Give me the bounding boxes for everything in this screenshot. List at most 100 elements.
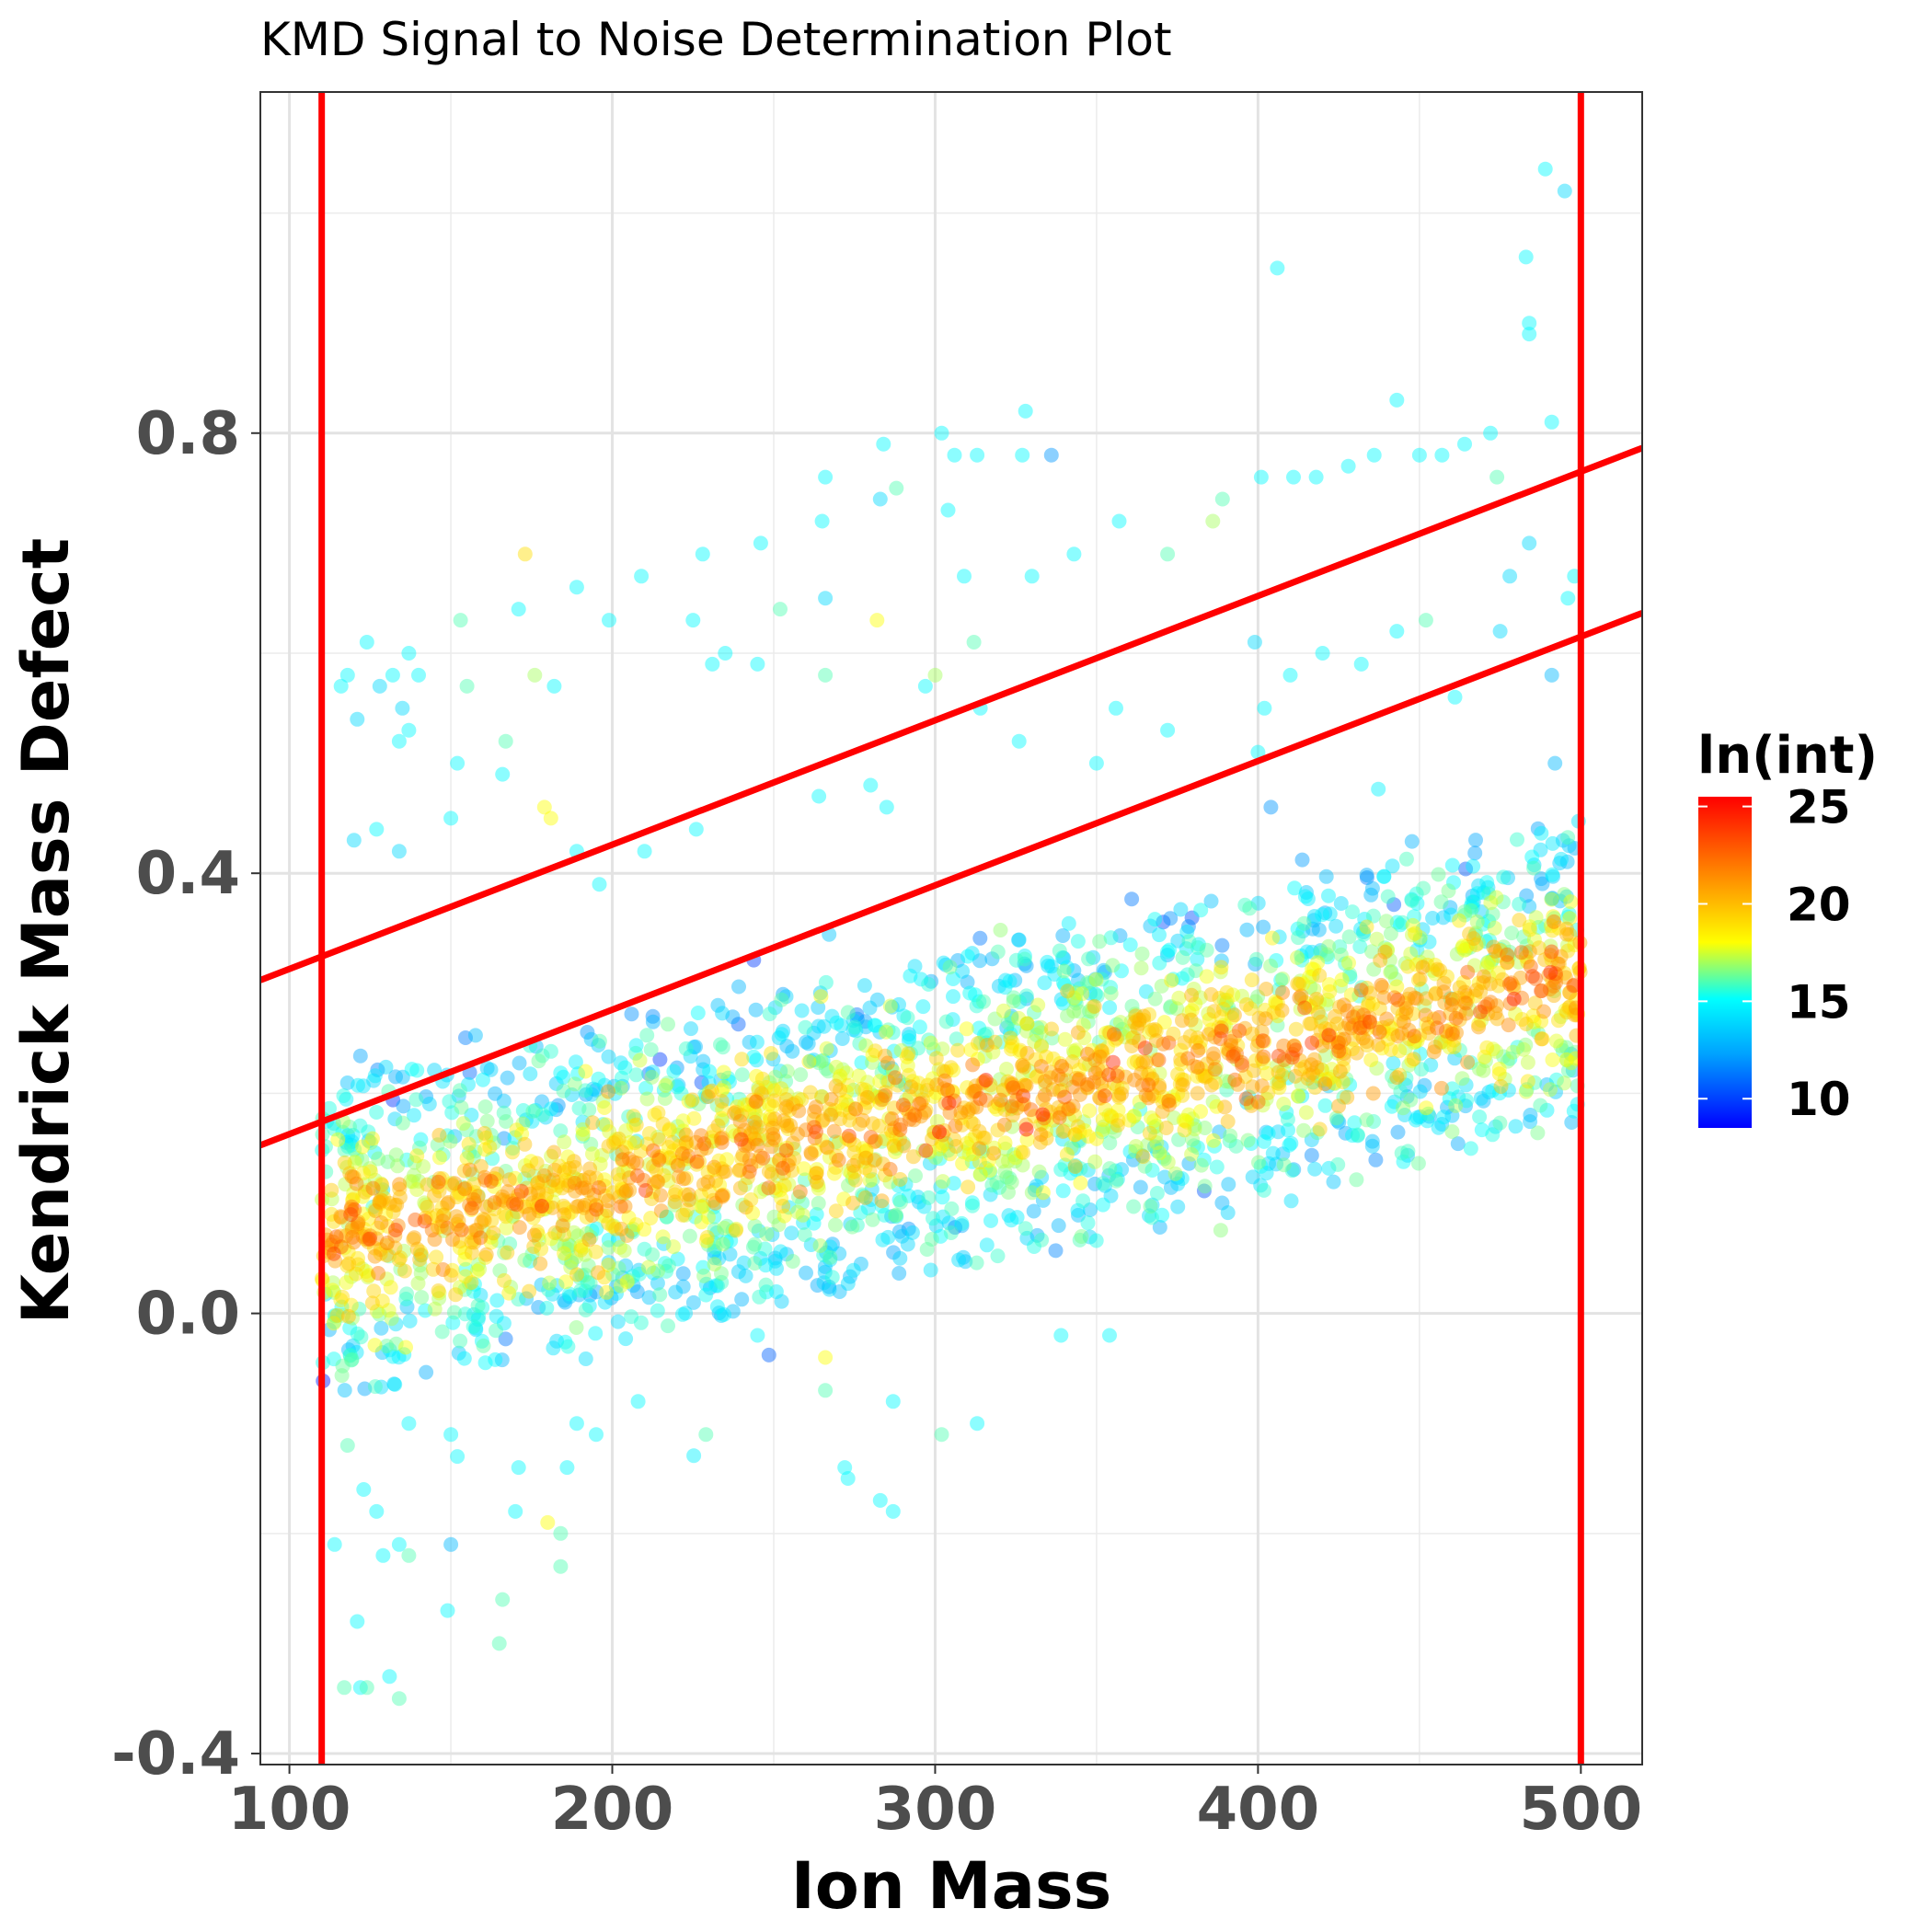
data-point bbox=[1496, 1049, 1512, 1064]
data-point bbox=[470, 1312, 486, 1328]
data-point bbox=[629, 1156, 645, 1171]
data-point bbox=[922, 1156, 937, 1171]
data-point bbox=[1149, 1052, 1165, 1067]
data-point bbox=[1219, 993, 1235, 1008]
data-point bbox=[1440, 969, 1455, 984]
data-point bbox=[948, 1118, 963, 1133]
data-point bbox=[1428, 985, 1443, 1001]
data-point bbox=[650, 1174, 665, 1190]
data-point bbox=[582, 1195, 598, 1211]
data-point bbox=[1446, 875, 1461, 891]
data-point bbox=[508, 1503, 523, 1519]
data-point bbox=[578, 1083, 593, 1098]
data-point bbox=[1379, 914, 1394, 929]
data-point bbox=[909, 1082, 925, 1098]
data-point bbox=[1143, 1042, 1158, 1058]
data-point bbox=[343, 1269, 359, 1284]
data-point bbox=[900, 1058, 915, 1074]
data-point bbox=[969, 998, 984, 1014]
data-point bbox=[1421, 1026, 1437, 1041]
data-point bbox=[1160, 944, 1176, 960]
data-point bbox=[401, 1416, 417, 1432]
data-point bbox=[1068, 1162, 1084, 1178]
x-tick-label: 500 bbox=[1520, 1776, 1643, 1844]
data-point bbox=[989, 1175, 1005, 1190]
data-point bbox=[1224, 1038, 1239, 1053]
data-point bbox=[1242, 901, 1258, 916]
data-point bbox=[1146, 1120, 1162, 1135]
data-point bbox=[1015, 447, 1030, 463]
data-point bbox=[1018, 1117, 1034, 1133]
data-point bbox=[1558, 1040, 1574, 1055]
data-point bbox=[1547, 983, 1562, 999]
data-point bbox=[517, 1158, 533, 1173]
data-point bbox=[1340, 1089, 1355, 1105]
data-point bbox=[857, 978, 872, 994]
data-point bbox=[1500, 947, 1515, 962]
data-point bbox=[1383, 926, 1398, 941]
data-point bbox=[449, 1209, 464, 1225]
data-point bbox=[1480, 955, 1495, 970]
data-point bbox=[589, 1198, 604, 1213]
data-point bbox=[335, 1358, 351, 1374]
data-point bbox=[874, 1199, 890, 1213]
data-point bbox=[374, 1379, 389, 1395]
data-point bbox=[1293, 1052, 1308, 1068]
data-point bbox=[1016, 1088, 1031, 1104]
data-point bbox=[370, 1062, 385, 1077]
data-point bbox=[486, 1225, 501, 1241]
data-point bbox=[1369, 931, 1385, 947]
data-point bbox=[1190, 1068, 1205, 1084]
data-point bbox=[1476, 916, 1491, 932]
data-point bbox=[931, 1062, 947, 1077]
data-point bbox=[1397, 1077, 1413, 1093]
data-point bbox=[597, 1100, 612, 1115]
data-point bbox=[1122, 1144, 1138, 1159]
data-point bbox=[1474, 1122, 1489, 1138]
data-point bbox=[374, 1294, 390, 1309]
data-point bbox=[1087, 998, 1102, 1014]
data-point bbox=[1460, 1054, 1476, 1070]
data-point bbox=[1039, 1049, 1054, 1064]
data-point bbox=[525, 1210, 541, 1225]
data-point bbox=[1392, 1043, 1408, 1059]
data-point bbox=[1096, 1176, 1110, 1191]
data-point bbox=[835, 1062, 851, 1077]
data-point bbox=[1152, 1220, 1167, 1235]
data-point bbox=[566, 1154, 581, 1169]
data-point bbox=[1479, 1040, 1495, 1055]
data-point bbox=[606, 1078, 622, 1094]
data-point bbox=[531, 1185, 546, 1201]
data-point bbox=[357, 1381, 373, 1397]
data-point bbox=[1457, 984, 1473, 1000]
data-point bbox=[511, 1292, 526, 1307]
data-point bbox=[1162, 942, 1177, 958]
data-point bbox=[1442, 1091, 1457, 1107]
data-point bbox=[948, 1220, 963, 1236]
data-point bbox=[1004, 1010, 1019, 1026]
data-point bbox=[1544, 891, 1559, 906]
data-point bbox=[747, 1132, 763, 1147]
data-point bbox=[514, 1126, 530, 1142]
data-point bbox=[1314, 1073, 1329, 1088]
data-point bbox=[1077, 1056, 1093, 1072]
data-point bbox=[588, 1244, 604, 1259]
data-point bbox=[1412, 972, 1428, 986]
data-point bbox=[567, 1076, 582, 1092]
data-point bbox=[1166, 1089, 1181, 1105]
data-point bbox=[938, 957, 953, 972]
data-point bbox=[1088, 972, 1104, 987]
data-point bbox=[652, 1052, 668, 1067]
data-point bbox=[849, 1011, 865, 1027]
data-point bbox=[553, 1123, 569, 1139]
data-point bbox=[1203, 1022, 1219, 1038]
data-point bbox=[344, 1203, 360, 1219]
data-point bbox=[765, 1081, 780, 1096]
data-point bbox=[1128, 1144, 1144, 1159]
data-point bbox=[1313, 945, 1328, 960]
data-point bbox=[1351, 1016, 1366, 1031]
data-point bbox=[575, 1239, 591, 1255]
data-point bbox=[1340, 458, 1356, 474]
data-point bbox=[1152, 927, 1167, 943]
data-point bbox=[1128, 1008, 1144, 1024]
